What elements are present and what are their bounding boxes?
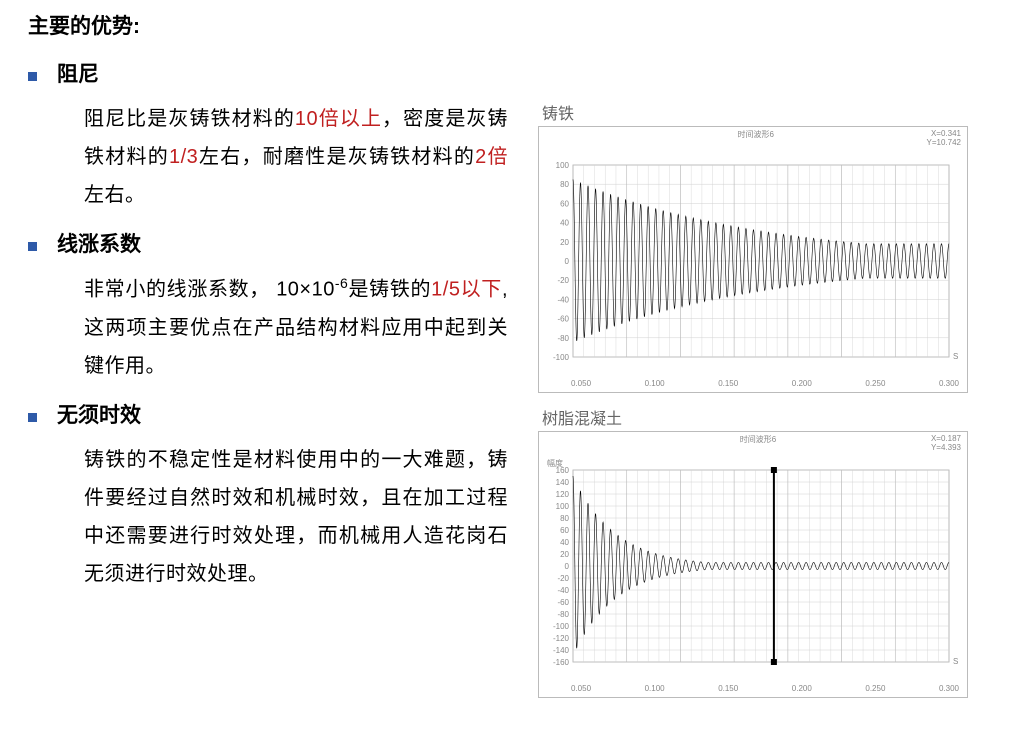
x-axis-labels: 0.050 0.100 0.150 0.200 0.250 0.300 [539, 377, 967, 392]
svg-text:120: 120 [556, 490, 570, 499]
body-text: 左右。 [84, 184, 146, 206]
body-text: 左右，耐磨性是灰铸铁材料的 [198, 146, 475, 168]
chart-title: 树脂混凝土 [542, 405, 968, 429]
svg-text:-60: -60 [557, 315, 569, 324]
chart-block: 树脂混凝土时间波形6X=0.187Y=4.393 -160 -140 -120 -100… [538, 405, 968, 698]
item-body: 铸铁的不稳定性是材料使用中的一大难题，铸件要经过自然时效和机械时效，且在加工过程… [84, 441, 508, 593]
chart-top-label: 时间波形6 [585, 434, 931, 452]
svg-text:-120: -120 [553, 634, 570, 643]
advantage-item: 阻尼阻尼比是灰铸铁材料的10倍以上，密度是灰铸铁材料的1/3左右，耐磨性是灰铸铁… [28, 58, 508, 214]
x-tick-label: 0.050 [571, 379, 591, 388]
x-tick-label: 0.100 [645, 684, 665, 693]
item-title: 阻尼 [57, 58, 99, 88]
chart-readout: X=0.187Y=4.393 [931, 434, 961, 452]
svg-text:100: 100 [556, 502, 570, 511]
svg-text:80: 80 [560, 180, 569, 189]
x-tick-label: 0.300 [939, 684, 959, 693]
waveform-chart: -100 -80 -60 -40 -20 0 20 40 60 80 100 S [539, 147, 959, 377]
svg-text:-20: -20 [557, 574, 569, 583]
x-tick-label: 0.150 [718, 379, 738, 388]
svg-text:0: 0 [565, 562, 570, 571]
item-body: 阻尼比是灰铸铁材料的10倍以上，密度是灰铸铁材料的1/3左右，耐磨性是灰铸铁材料… [84, 100, 508, 214]
highlight-text: 2倍 [475, 146, 508, 168]
svg-text:幅度: 幅度 [547, 458, 563, 468]
chart-frame: 时间波形6X=0.187Y=4.393 -160 -140 -120 -100 -80 -6… [538, 431, 968, 698]
waveform-chart: -160 -140 -120 -100 -80 -60 -40 -20 0 20 40 60 80 100… [539, 452, 959, 682]
x-tick-label: 0.200 [792, 379, 812, 388]
x-axis-labels: 0.050 0.100 0.150 0.200 0.250 0.300 [539, 682, 967, 697]
chart-block: 铸铁时间波形6X=0.341Y=10.742 -100 -80 -60 -40 -20 0 2… [538, 100, 968, 393]
chart-topbar: 时间波形6X=0.341Y=10.742 [539, 127, 967, 147]
item-title: 无须时效 [57, 399, 141, 429]
highlight-text: 1/3 [169, 146, 198, 168]
charts-column: 铸铁时间波形6X=0.341Y=10.742-100-80-60-40-2002… [538, 10, 968, 710]
highlight-text: 10倍以上 [295, 108, 382, 130]
svg-text:140: 140 [556, 478, 570, 487]
advantage-item: 无须时效铸铁的不稳定性是材料使用中的一大难题，铸件要经过自然时效和机械时效，且在… [28, 399, 508, 593]
x-tick-label: 0.150 [718, 684, 738, 693]
svg-text:-140: -140 [553, 646, 570, 655]
item-header: 无须时效 [28, 399, 508, 429]
svg-text:80: 80 [560, 514, 569, 523]
svg-text:-160: -160 [553, 658, 570, 667]
svg-text:40: 40 [560, 538, 569, 547]
body-text: 铸铁的不稳定性是材料使用中的一大难题，铸件要经过自然时效和机械时效，且在加工过程… [84, 449, 508, 585]
chart-readout: X=0.341Y=10.742 [927, 129, 961, 147]
body-text: 是铸铁的 [348, 279, 431, 301]
highlight-text: 1/5以下 [431, 279, 502, 301]
chart-topbar: 时间波形6X=0.187Y=4.393 [539, 432, 967, 452]
advantage-item: 线涨系数非常小的线涨系数， 10×10-6是铸铁的1/5以下,这两项主要优点在产… [28, 228, 508, 385]
x-tick-label: 0.300 [939, 379, 959, 388]
chart-frame: 时间波形6X=0.341Y=10.742 -100 -80 -60 -40 -20 0 20 4… [538, 126, 968, 393]
svg-text:100: 100 [556, 161, 570, 170]
text-column: 主要的优势: 阻尼阻尼比是灰铸铁材料的10倍以上，密度是灰铸铁材料的1/3左右，… [28, 10, 538, 710]
svg-text:S: S [953, 352, 958, 361]
svg-text:-100: -100 [553, 353, 570, 362]
svg-text:-40: -40 [557, 586, 569, 595]
readout-x: X=0.341 [927, 129, 961, 138]
svg-text:20: 20 [560, 238, 569, 247]
readout-x: X=0.187 [931, 434, 961, 443]
x-tick-label: 0.100 [645, 379, 665, 388]
chart-title: 铸铁 [542, 100, 968, 124]
item-body: 非常小的线涨系数， 10×10-6是铸铁的1/5以下,这两项主要优点在产品结构材… [84, 270, 508, 385]
svg-text:-20: -20 [557, 276, 569, 285]
readout-y: Y=4.393 [931, 443, 961, 452]
x-tick-label: 0.250 [865, 379, 885, 388]
body-text: 非常小的线涨系数， 10×10 [84, 279, 335, 301]
x-tick-label: 0.200 [792, 684, 812, 693]
item-header: 线涨系数 [28, 228, 508, 258]
body-text: -6 [335, 275, 348, 291]
chart-top-label: 时间波形6 [585, 129, 927, 147]
svg-text:20: 20 [560, 550, 569, 559]
svg-text:-40: -40 [557, 295, 569, 304]
item-header: 阻尼 [28, 58, 508, 88]
readout-y: Y=10.742 [927, 138, 961, 147]
x-tick-label: 0.050 [571, 684, 591, 693]
svg-text:-60: -60 [557, 598, 569, 607]
item-title: 线涨系数 [57, 228, 141, 258]
body-text: 阻尼比是灰铸铁材料的 [84, 108, 295, 130]
svg-text:0: 0 [565, 257, 570, 266]
svg-text:-80: -80 [557, 334, 569, 343]
svg-text:60: 60 [560, 199, 569, 208]
page: 主要的优势: 阻尼阻尼比是灰铸铁材料的10倍以上，密度是灰铸铁材料的1/3左右，… [0, 0, 1016, 720]
bullet-icon [28, 72, 37, 81]
svg-text:-80: -80 [557, 610, 569, 619]
bullet-icon [28, 413, 37, 422]
main-heading: 主要的优势: [28, 10, 508, 40]
bullet-icon [28, 242, 37, 251]
svg-text:S: S [953, 657, 958, 666]
svg-text:-100: -100 [553, 622, 570, 631]
svg-text:60: 60 [560, 526, 569, 535]
svg-text:40: 40 [560, 219, 569, 228]
advantages-list: 阻尼阻尼比是灰铸铁材料的10倍以上，密度是灰铸铁材料的1/3左右，耐磨性是灰铸铁… [28, 58, 508, 593]
x-tick-label: 0.250 [865, 684, 885, 693]
